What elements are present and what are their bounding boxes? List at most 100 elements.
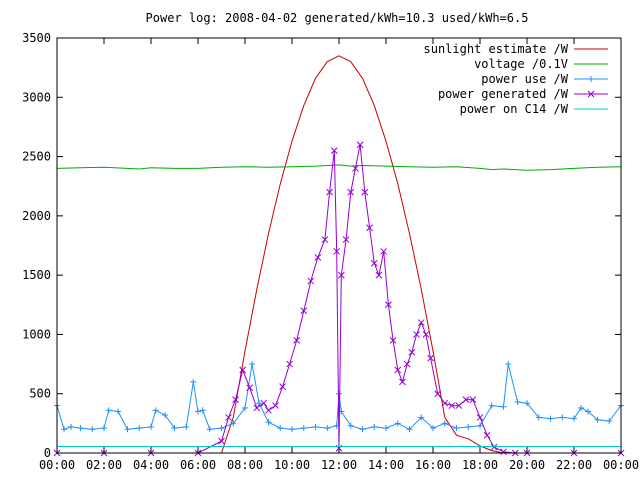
- data-point: [500, 448, 507, 456]
- data-point: [218, 437, 225, 445]
- x-tick-label: 10:00: [274, 458, 310, 472]
- data-point: [337, 271, 345, 279]
- data-point: [136, 425, 143, 432]
- series-line: [56, 164, 622, 171]
- data-point: [324, 425, 331, 432]
- data-point: [115, 408, 122, 415]
- data-point: [314, 254, 322, 261]
- data-point: [300, 307, 308, 315]
- data-point: [249, 361, 256, 368]
- legend-item: sunlight estimate /W: [424, 42, 608, 56]
- data-point: [307, 277, 315, 285]
- series-power-use-w: [54, 361, 624, 433]
- data-point: [505, 361, 512, 368]
- x-tick-label: 22:00: [556, 458, 592, 472]
- data-point: [514, 399, 521, 406]
- data-point: [389, 337, 397, 344]
- data-point: [524, 400, 530, 407]
- data-point: [606, 417, 613, 424]
- data-point: [225, 414, 232, 421]
- data-point: [430, 425, 436, 432]
- data-point: [312, 423, 319, 430]
- y-tick-label: 1500: [22, 268, 51, 282]
- data-point: [490, 443, 498, 451]
- data-point: [559, 414, 566, 421]
- data-point: [366, 224, 373, 232]
- data-point: [469, 396, 477, 403]
- legend-label: voltage /0.1V: [474, 57, 568, 71]
- plot-frame: [56, 37, 622, 454]
- data-point: [152, 407, 159, 414]
- x-axis: 00:00 02:00 04:00 06:00 08:00 10:00 12:00 14:00…: [39, 38, 639, 472]
- data-point: [253, 404, 261, 412]
- data-point: [124, 426, 131, 433]
- x-tick-label: 00:00: [603, 458, 639, 472]
- data-point: [286, 360, 294, 368]
- legend-item: power generated /W: [438, 87, 608, 101]
- data-point: [356, 141, 364, 149]
- data-point: [578, 404, 585, 411]
- series-line: [221, 55, 504, 454]
- data-point: [342, 236, 350, 243]
- legend-item: power use /W: [481, 72, 608, 86]
- data-point: [477, 422, 483, 429]
- data-point: [535, 414, 542, 421]
- data-point: [171, 425, 178, 432]
- data-point: [380, 248, 388, 255]
- data-point: [422, 331, 430, 338]
- data-point: [434, 390, 442, 398]
- data-point: [265, 419, 272, 426]
- data-point: [61, 426, 68, 433]
- data-point: [413, 331, 420, 338]
- data-point: [218, 425, 225, 432]
- data-point: [199, 407, 206, 414]
- data-point: [333, 248, 341, 255]
- data-point: [418, 414, 425, 421]
- chart-title: Power log: 2008-04-02 generated/kWh=10.3…: [146, 11, 529, 25]
- data-point: [347, 422, 354, 429]
- data-point: [462, 396, 470, 403]
- data-point: [230, 420, 237, 427]
- x-tick-label: 00:00: [39, 458, 75, 472]
- x-tick-label: 02:00: [86, 458, 122, 472]
- legend-item: voltage /0.1V: [474, 57, 608, 71]
- data-point: [336, 390, 342, 397]
- data-point: [417, 319, 425, 326]
- data-point: [427, 354, 435, 362]
- data-point: [383, 425, 389, 432]
- data-point: [394, 420, 401, 427]
- x-tick-label: 14:00: [368, 458, 404, 472]
- x-tick-label: 20:00: [509, 458, 545, 472]
- data-point: [408, 348, 416, 356]
- data-point: [289, 426, 295, 433]
- y-tick-label: 2000: [22, 209, 51, 223]
- data-point: [190, 378, 197, 385]
- data-point: [406, 426, 413, 433]
- data-point: [361, 188, 369, 196]
- legend-marker: [587, 90, 595, 98]
- data-point: [370, 259, 378, 267]
- data-point: [352, 165, 359, 172]
- legend-item: power on C14 /W: [460, 102, 608, 116]
- data-point: [375, 271, 383, 279]
- x-tick-label: 18:00: [462, 458, 498, 472]
- y-tick-label: 3500: [22, 31, 51, 45]
- data-point: [488, 402, 495, 409]
- data-point: [399, 378, 406, 386]
- data-point: [195, 408, 201, 415]
- x-tick-label: 08:00: [227, 458, 263, 472]
- data-point: [326, 188, 333, 196]
- data-point: [242, 404, 248, 411]
- data-point: [183, 423, 190, 430]
- legend-label: power use /W: [481, 72, 568, 86]
- y-tick-label: 1000: [22, 327, 51, 341]
- data-point: [384, 301, 392, 309]
- y-tick-label: 500: [29, 387, 51, 401]
- x-tick-label: 16:00: [415, 458, 451, 472]
- data-point: [394, 366, 402, 374]
- data-point: [206, 426, 213, 433]
- y-tick-label: 0: [44, 446, 51, 460]
- data-point: [330, 147, 338, 154]
